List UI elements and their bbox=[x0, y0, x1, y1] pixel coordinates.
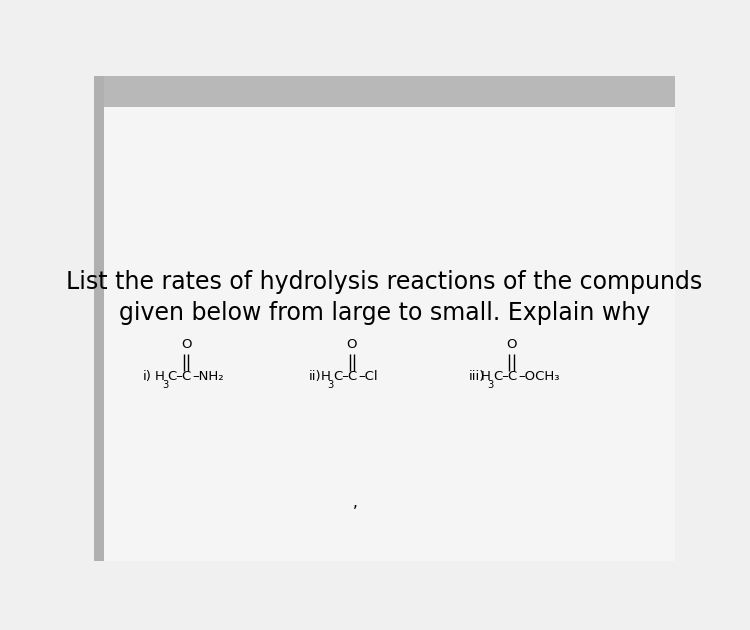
Text: –NH₂: –NH₂ bbox=[193, 370, 224, 383]
Text: C–: C– bbox=[493, 370, 509, 383]
Text: –Cl: –Cl bbox=[358, 370, 378, 383]
Text: 3: 3 bbox=[328, 380, 334, 390]
Text: ii): ii) bbox=[309, 370, 322, 383]
Text: C: C bbox=[507, 370, 516, 383]
Text: O: O bbox=[181, 338, 191, 352]
Text: H: H bbox=[480, 370, 490, 383]
Text: 3: 3 bbox=[162, 380, 168, 390]
Text: iii): iii) bbox=[469, 370, 485, 383]
Text: –OCH₃: –OCH₃ bbox=[518, 370, 560, 383]
Bar bbox=[94, 76, 104, 561]
Text: C: C bbox=[182, 370, 190, 383]
Text: O: O bbox=[506, 338, 517, 352]
Text: C–: C– bbox=[167, 370, 184, 383]
Text: i): i) bbox=[143, 370, 152, 383]
Text: H: H bbox=[154, 370, 165, 383]
Text: H: H bbox=[320, 370, 330, 383]
Text: given below from large to small. Explain why: given below from large to small. Explain… bbox=[118, 301, 650, 325]
Text: C: C bbox=[347, 370, 356, 383]
Text: 3: 3 bbox=[488, 380, 494, 390]
Text: ,: , bbox=[352, 495, 358, 510]
Text: C–: C– bbox=[333, 370, 349, 383]
Text: List the rates of hydrolysis reactions of the compunds: List the rates of hydrolysis reactions o… bbox=[66, 270, 703, 294]
Text: O: O bbox=[346, 338, 357, 352]
Bar bbox=[104, 76, 675, 107]
